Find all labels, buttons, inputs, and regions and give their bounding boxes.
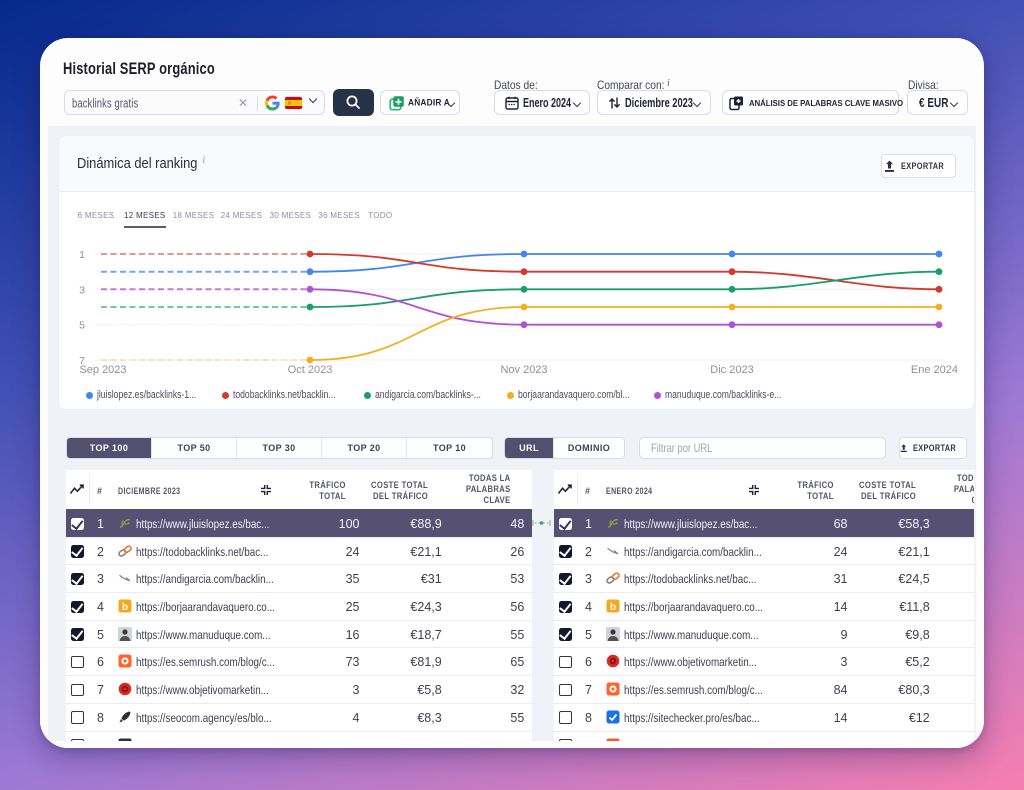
svg-text:Ene 2024: Ene 2024 [911, 364, 958, 376]
svg-text:3: 3 [79, 284, 85, 296]
svg-text:b: b [122, 602, 128, 613]
svg-text:Oct 2023: Oct 2023 [288, 364, 333, 376]
svg-text:Nov 2023: Nov 2023 [500, 364, 547, 376]
svg-text:Dic 2023: Dic 2023 [710, 364, 753, 376]
svg-text:b: b [610, 602, 616, 613]
svg-text:5: 5 [79, 320, 85, 332]
svg-text:1: 1 [79, 249, 85, 261]
svg-text:Sep 2023: Sep 2023 [79, 364, 126, 376]
svg-text:7: 7 [79, 355, 85, 367]
